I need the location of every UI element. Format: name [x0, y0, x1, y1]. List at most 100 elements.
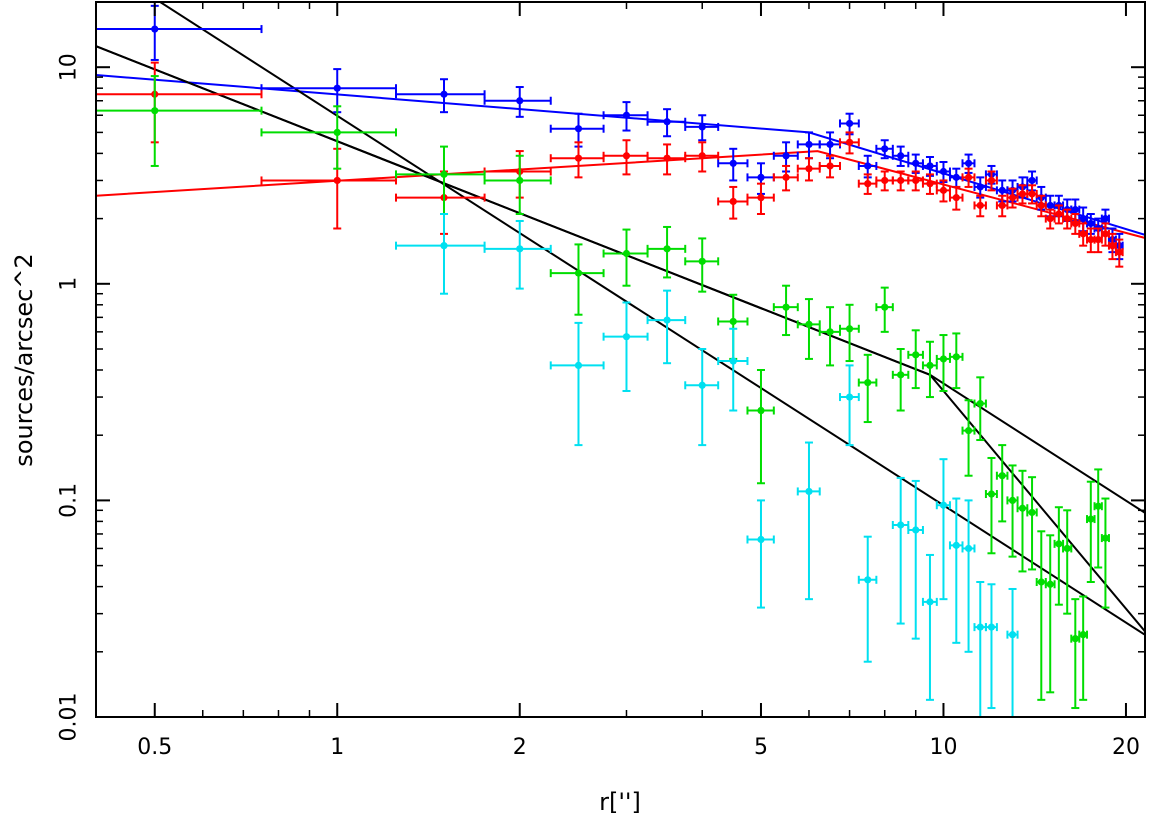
- marker: [952, 194, 960, 202]
- data-point: [973, 176, 987, 199]
- marker: [1008, 496, 1017, 505]
- marker: [1037, 201, 1045, 210]
- marker: [1018, 190, 1027, 198]
- marker: [729, 317, 737, 326]
- data-point: [921, 340, 938, 399]
- data-series: [96, 4, 1124, 717]
- marker: [151, 25, 159, 33]
- x-tick-label: 5: [754, 735, 768, 760]
- data-point: [1062, 509, 1073, 615]
- data-point: [96, 4, 263, 61]
- marker: [845, 325, 854, 333]
- data-point: [907, 329, 924, 390]
- data-point: [602, 228, 649, 287]
- marker: [698, 123, 706, 131]
- marker: [976, 623, 984, 631]
- data-point: [1100, 497, 1110, 609]
- marker: [952, 173, 960, 181]
- fit-lines: [96, 2, 1145, 636]
- marker: [897, 152, 905, 160]
- marker: [1101, 230, 1110, 238]
- data-point: [857, 535, 878, 663]
- marker: [987, 490, 996, 498]
- marker: [845, 119, 854, 128]
- data-point: [772, 164, 799, 192]
- data-point: [772, 284, 799, 337]
- data-point: [260, 105, 397, 170]
- marker: [998, 201, 1006, 210]
- marker: [333, 176, 341, 185]
- marker: [757, 535, 765, 544]
- marker: [926, 162, 934, 170]
- data-point: [995, 444, 1009, 523]
- marker: [574, 361, 583, 370]
- data-point: [684, 348, 720, 447]
- data-point: [948, 497, 964, 644]
- marker: [440, 90, 448, 98]
- marker: [333, 128, 341, 137]
- marker: [1028, 508, 1036, 517]
- fit-line: [158, 2, 1145, 636]
- marker: [939, 355, 948, 363]
- marker: [964, 544, 973, 553]
- marker: [1046, 580, 1054, 588]
- data-point: [1006, 587, 1019, 717]
- data-point: [1070, 213, 1081, 235]
- data-point: [717, 185, 749, 220]
- data-point: [875, 286, 894, 333]
- marker: [333, 84, 341, 92]
- data-point: [995, 194, 1009, 218]
- marker: [757, 194, 765, 202]
- data-point: [1070, 198, 1081, 222]
- marker: [151, 107, 159, 115]
- data-point: [973, 376, 987, 442]
- marker: [782, 173, 790, 181]
- marker: [912, 351, 920, 359]
- data-point: [1035, 194, 1047, 218]
- data-point: [746, 182, 775, 216]
- y-tick-label: 10: [57, 53, 82, 81]
- data-point: [394, 213, 486, 295]
- marker: [516, 97, 524, 105]
- data-point: [818, 306, 841, 367]
- data-point: [948, 185, 964, 211]
- data-point: [921, 553, 938, 701]
- data-point: [549, 243, 605, 316]
- marker: [1094, 235, 1102, 244]
- marker: [881, 176, 889, 185]
- data-point: [796, 131, 821, 160]
- marker: [1071, 219, 1079, 228]
- data-point: [1086, 480, 1096, 584]
- x-tick-label: 10: [929, 735, 957, 760]
- marker: [1079, 631, 1087, 639]
- marker: [845, 138, 854, 146]
- data-point: [907, 153, 924, 174]
- marker: [782, 152, 790, 160]
- marker: [663, 245, 671, 253]
- marker: [1063, 214, 1071, 223]
- marker: [926, 180, 934, 188]
- data-point: [973, 194, 987, 218]
- data-point: [891, 145, 910, 167]
- marker: [864, 162, 872, 170]
- data-point: [935, 334, 951, 392]
- marker: [622, 249, 631, 258]
- data-point: [857, 353, 878, 424]
- data-point: [1035, 530, 1047, 701]
- marker: [782, 303, 790, 311]
- marker: [1028, 176, 1036, 185]
- data-point: [1078, 595, 1089, 701]
- data-point: [394, 78, 486, 114]
- marker: [516, 245, 524, 253]
- data-point: [984, 583, 998, 710]
- marker: [1101, 534, 1110, 542]
- marker: [939, 167, 948, 176]
- marker: [440, 242, 448, 250]
- marker: [1087, 515, 1095, 523]
- data-point: [907, 170, 924, 192]
- x-tick-label: 0.5: [137, 735, 172, 760]
- series-group: [394, 213, 1019, 717]
- data-point: [96, 75, 263, 167]
- data-point: [1078, 222, 1089, 247]
- marker: [1079, 214, 1087, 223]
